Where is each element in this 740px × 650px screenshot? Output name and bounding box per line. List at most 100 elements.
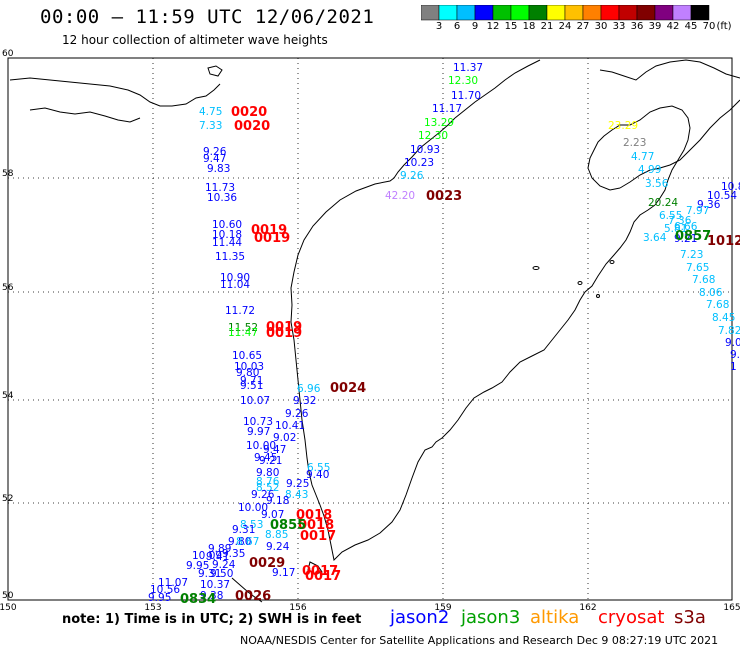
wave-height-value: 11.35 — [215, 251, 245, 263]
wave-height-value: 10.54 — [707, 190, 737, 202]
wave-height-value: 9.31 — [198, 568, 221, 580]
pass-time-label: 0026 — [235, 589, 271, 604]
wave-height-value: 8.67 — [236, 536, 259, 548]
pass-time-label: 0018 — [296, 508, 332, 523]
scale-label: 24 — [558, 21, 572, 32]
wave-height-value: 9.80 — [256, 467, 279, 479]
wave-height-value: 9.0 — [725, 337, 740, 349]
wave-height-value: 11.73 — [205, 182, 235, 194]
pass-time-label: 0019 — [251, 223, 287, 238]
wave-height-value: 7.65 — [686, 262, 709, 274]
wave-height-value: 9.25 — [286, 478, 309, 490]
magadan-coast-2 — [29, 107, 141, 123]
lat-tick-label: 50 — [2, 591, 14, 601]
wave-height-value: 12.30 — [418, 130, 448, 142]
kuril-tip — [231, 577, 263, 603]
lon-tick-label: 153 — [144, 603, 161, 613]
scale-label: 45 — [684, 21, 698, 32]
north-east-coast-2 — [619, 99, 740, 189]
wave-height-value: 10.37 — [200, 579, 230, 591]
pass-time-label: 0024 — [330, 381, 366, 396]
wave-height-value: 9.02 — [273, 432, 296, 444]
wave-height-value: 9.38 — [200, 590, 223, 602]
wave-height-value: 3.64 — [643, 232, 667, 244]
wave-height-value: 9.17 — [272, 567, 295, 579]
magadan-island — [207, 65, 223, 77]
pass-time-label: 0857 — [675, 229, 711, 244]
credit-line: NOAA/NESDIS Center for Satellite Applica… — [240, 634, 719, 647]
pass-time-label: 0020 — [231, 105, 267, 120]
wave-height-value: 7.68 — [692, 274, 715, 286]
wave-height-value: 9.89 — [208, 543, 231, 555]
wave-height-value: 23.29 — [608, 120, 638, 132]
wave-height-value: 20.24 — [648, 197, 678, 209]
lat-tick-label: 60 — [2, 49, 14, 59]
wave-height-value: 12.30 — [448, 75, 478, 87]
legend-s3a: s3a — [674, 607, 706, 628]
legend-altika: altika — [530, 607, 580, 628]
wave-height-value: 9.32 — [293, 395, 316, 407]
lon-tick-label: 150 — [0, 603, 17, 613]
pass-time-label: 0019 — [254, 231, 290, 246]
okhotsk-north-coast — [454, 59, 541, 119]
wave-height-value: 9.95 — [148, 592, 171, 604]
wave-height-value: 8.53 — [240, 519, 263, 531]
pass-time-label: 0018 — [298, 518, 334, 533]
peninsula-east — [599, 59, 740, 81]
wave-height-value: 9.21 — [259, 455, 282, 467]
wave-height-value: 9.07 — [261, 509, 284, 521]
kamchatka-coast — [290, 117, 656, 562]
pass-time-label: 0834 — [180, 592, 216, 607]
wave-height-value: 10.36 — [207, 192, 237, 204]
wave-height-value: 9.26 — [251, 489, 275, 501]
wave-height-value: 10.07 — [240, 395, 270, 407]
wave-height-value: 9.40 — [306, 469, 329, 481]
wave-height-value: 10.65 — [232, 350, 262, 362]
wave-height-value: 7.97 — [686, 205, 709, 217]
wave-height-value: 6.55 — [307, 462, 330, 474]
wave-height-value: 11.52 — [228, 322, 258, 334]
wave-height-value: 9.18 — [266, 495, 289, 507]
lon-tick-label: 156 — [289, 603, 306, 613]
wave-height-value: 9.31 — [232, 524, 255, 536]
wave-height-value: 9.24 — [212, 559, 236, 571]
wave-height-value: 9. — [730, 349, 740, 361]
wave-height-value: 8.85 — [265, 529, 288, 541]
axis-tick-labels: 150 153 156 159 162 165 60 58 56 54 52 50 — [0, 49, 740, 613]
wave-height-value: 10.18 — [212, 229, 242, 241]
page-title: 00:00 – 11:59 UTC 12/06/2021 — [40, 6, 375, 28]
wave-height-value: 11.04 — [220, 279, 250, 291]
wave-height-value: 11.72 — [225, 305, 255, 317]
wave-height-value: 8.52 — [256, 482, 279, 494]
magadan-coast — [9, 77, 221, 107]
wave-height-value: 4.77 — [631, 151, 654, 163]
wave-height-value: 9.35 — [222, 548, 245, 560]
legend-jason3: jason3 — [461, 607, 521, 628]
wave-height-value: 9.26 — [285, 408, 309, 420]
lon-tick-label: 159 — [434, 603, 451, 613]
scale-label: 15 — [504, 21, 518, 32]
pass-time-label: 0017 — [305, 569, 341, 584]
wave-height-value: 10.03 — [234, 361, 264, 373]
wave-height-value: 10.09 — [192, 550, 222, 562]
kuril-island — [307, 561, 323, 575]
wave-height-value: 3.56 — [645, 178, 669, 190]
wave-height-value: 8.06 — [699, 287, 723, 299]
wave-height-value: 11.47 — [228, 327, 258, 339]
scale-label: 27 — [576, 21, 590, 32]
pass-time-label: 0017 — [300, 529, 336, 544]
wave-height-value: 10.41 — [275, 420, 305, 432]
wave-height-value: 10.93 — [410, 144, 440, 156]
wave-height-value: 9.41 — [206, 551, 229, 563]
wave-height-value: 9.24 — [266, 541, 290, 553]
wave-height-value: 7.23 — [680, 249, 703, 261]
wave-height-value: 7.33 — [199, 120, 222, 132]
wave-height-value: 8.76 — [256, 476, 280, 488]
scale-unit: (ft) — [716, 21, 732, 32]
wave-height-value: 6.96 — [297, 383, 321, 395]
scale-label: 9 — [471, 21, 479, 32]
wave-height-value: 9.71 — [240, 375, 263, 387]
color-scale-bar — [421, 5, 710, 21]
color-scale-labels: 3 6 9 12 15 18 21 24 27 30 33 36 39 42 45 70 (ft) — [421, 21, 732, 35]
wave-height-value: 7.68 — [706, 299, 729, 311]
